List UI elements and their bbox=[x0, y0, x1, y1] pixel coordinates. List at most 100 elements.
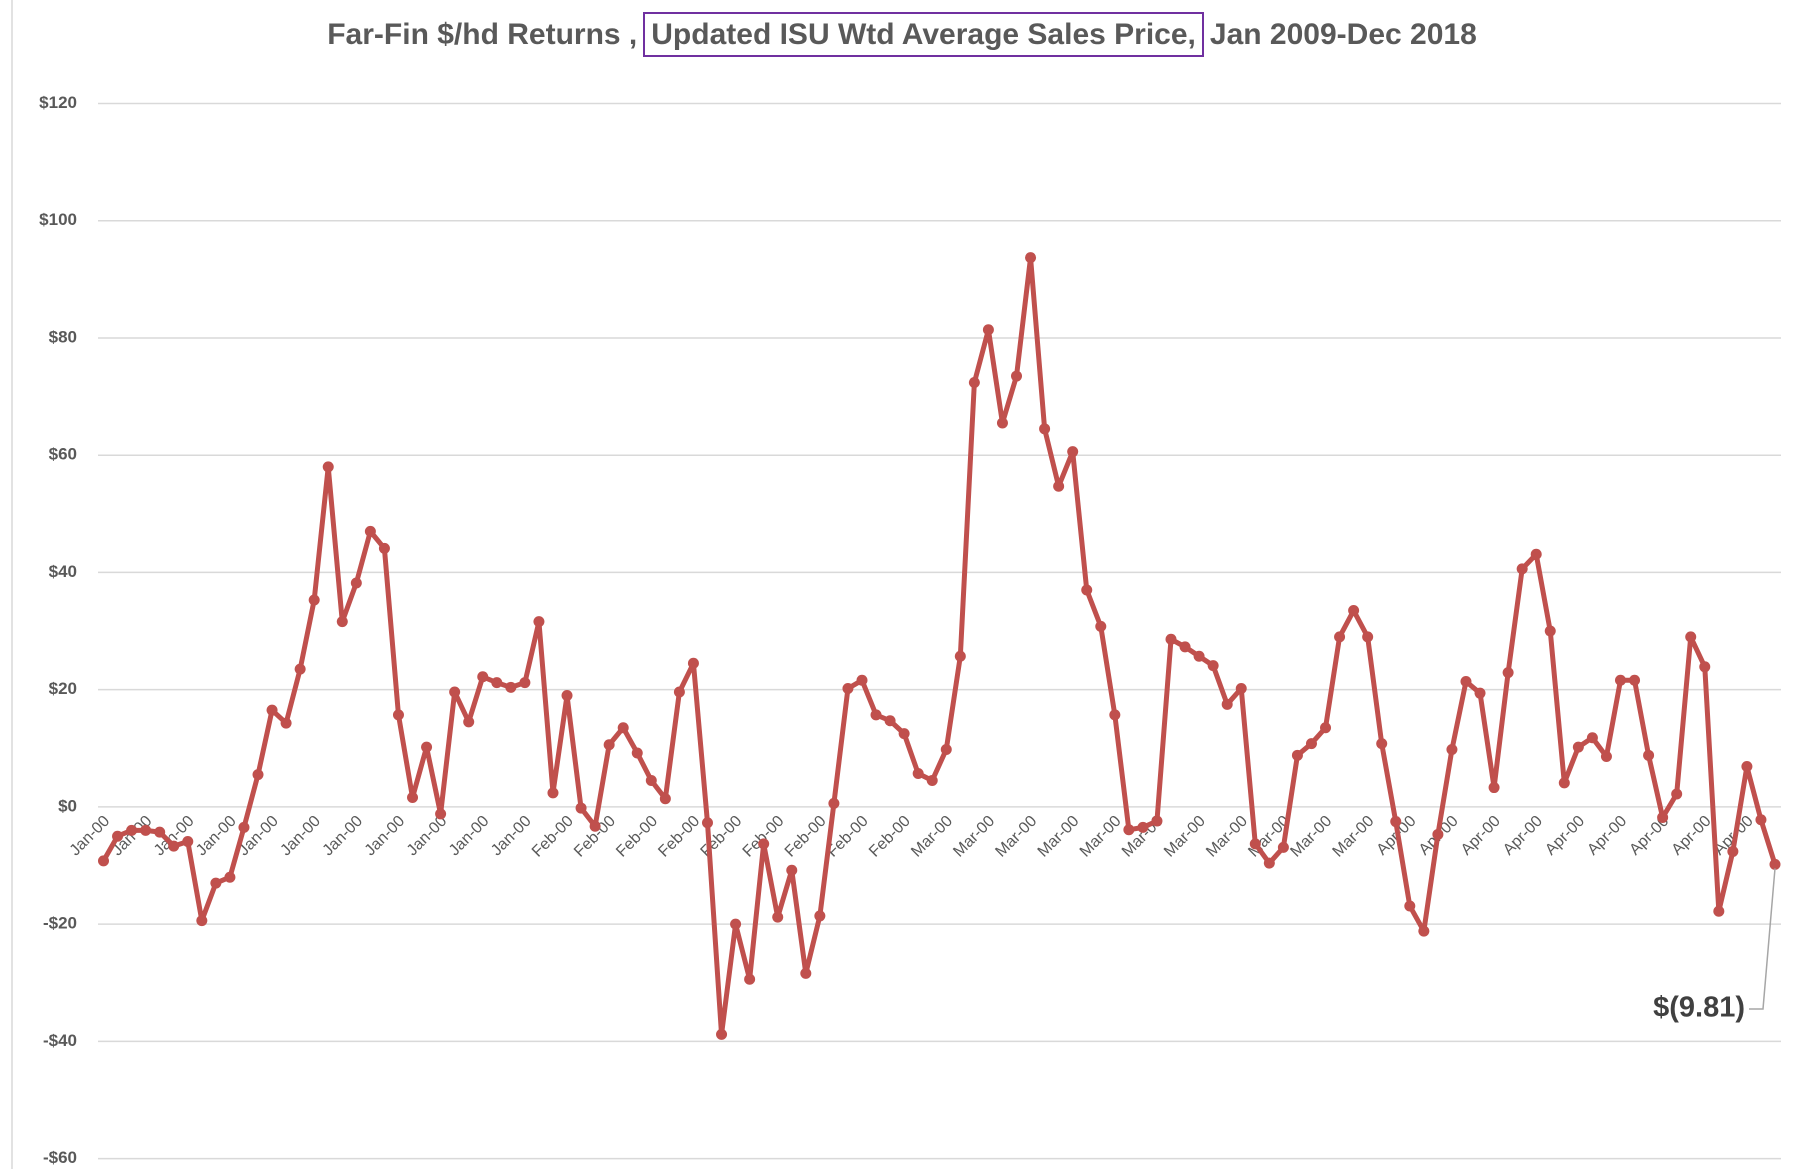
x-tick-label: Mar-00 bbox=[1035, 813, 1083, 861]
point bbox=[758, 838, 770, 850]
x-tick-label: Apr-00 bbox=[1669, 813, 1715, 859]
point bbox=[1629, 674, 1641, 686]
point bbox=[407, 792, 419, 804]
point bbox=[1741, 760, 1753, 772]
point bbox=[280, 717, 292, 729]
point bbox=[659, 793, 671, 805]
x-tick-label: Mar-00 bbox=[992, 813, 1040, 861]
point bbox=[112, 830, 124, 842]
point bbox=[1305, 738, 1317, 750]
point bbox=[1334, 631, 1346, 643]
point bbox=[322, 461, 334, 473]
point bbox=[631, 747, 643, 759]
point bbox=[1053, 480, 1065, 492]
x-tick-label: Jan-00 bbox=[488, 813, 535, 860]
point bbox=[716, 1028, 728, 1040]
x-tick-label: Feb-00 bbox=[655, 813, 703, 861]
point bbox=[856, 674, 868, 686]
y-tick-label: $40 bbox=[49, 562, 77, 581]
point bbox=[126, 824, 138, 836]
point bbox=[982, 324, 994, 336]
point bbox=[1193, 650, 1205, 662]
point bbox=[1614, 674, 1626, 686]
x-tick-label: Feb-00 bbox=[529, 813, 577, 861]
point bbox=[1671, 788, 1683, 800]
point bbox=[589, 820, 601, 832]
x-tick-label: Jan-00 bbox=[362, 813, 409, 860]
point bbox=[1095, 620, 1107, 632]
point bbox=[772, 911, 784, 923]
point bbox=[603, 739, 615, 751]
point bbox=[477, 671, 489, 683]
point bbox=[996, 417, 1008, 429]
point bbox=[1699, 661, 1711, 673]
point bbox=[519, 677, 531, 689]
title-part: Jan 2009-Dec 2018 bbox=[1209, 18, 1477, 51]
title-highlight: Updated ISU Wtd Average Sales Price, bbox=[643, 12, 1204, 57]
point bbox=[1039, 423, 1051, 435]
point bbox=[1460, 675, 1472, 687]
point bbox=[1418, 925, 1430, 937]
point bbox=[898, 728, 910, 740]
point bbox=[1165, 633, 1177, 645]
point bbox=[1025, 252, 1037, 264]
point bbox=[1376, 738, 1388, 750]
point bbox=[463, 716, 475, 728]
y-tick-label: $0 bbox=[58, 796, 77, 815]
x-tick-label: Mar-00 bbox=[1077, 813, 1125, 861]
point bbox=[1277, 841, 1289, 853]
point bbox=[1067, 446, 1079, 458]
point bbox=[1516, 563, 1528, 575]
point bbox=[392, 709, 404, 721]
point bbox=[1446, 743, 1458, 755]
y-tick-label: -$20 bbox=[43, 914, 77, 933]
point bbox=[730, 918, 742, 930]
point bbox=[1348, 605, 1360, 617]
y-tick-label: $100 bbox=[39, 210, 77, 229]
x-tick-label: Mar-00 bbox=[1203, 813, 1251, 861]
point bbox=[1249, 838, 1261, 850]
point bbox=[1081, 584, 1093, 596]
point bbox=[547, 787, 559, 799]
point bbox=[1713, 905, 1725, 917]
point bbox=[1123, 824, 1135, 836]
point bbox=[1362, 631, 1374, 643]
point bbox=[561, 690, 573, 702]
point bbox=[1432, 828, 1444, 840]
line bbox=[101, 255, 1778, 1037]
y-tick-label: -$40 bbox=[43, 1031, 77, 1050]
point bbox=[575, 802, 587, 814]
point bbox=[364, 525, 376, 537]
y-tick-label: $80 bbox=[49, 327, 77, 346]
data-label: $(9.81) bbox=[1653, 992, 1745, 1024]
chart-title: Far-Fin $/hd Returns , Updated ISU Wtd Av… bbox=[0, 12, 1804, 57]
y-tick-label: $120 bbox=[39, 93, 77, 112]
point bbox=[884, 715, 896, 727]
y-tick-label: $20 bbox=[49, 679, 77, 698]
point bbox=[1179, 641, 1191, 653]
point bbox=[1263, 857, 1275, 869]
point bbox=[1151, 815, 1163, 827]
point bbox=[1320, 722, 1332, 734]
x-tick-label: Feb-00 bbox=[613, 813, 661, 861]
x-tick-label: Mar-00 bbox=[1287, 813, 1335, 861]
x-tick-label: Mar-00 bbox=[908, 813, 956, 861]
x-tick-label: Apr-00 bbox=[1458, 813, 1504, 859]
x-tick-label: Jan-00 bbox=[404, 813, 451, 860]
x-tick-label: Feb-00 bbox=[782, 813, 830, 861]
point bbox=[1727, 845, 1739, 857]
y-tick-label: $60 bbox=[49, 445, 77, 464]
point bbox=[336, 616, 348, 628]
point bbox=[1769, 858, 1781, 870]
point bbox=[1109, 709, 1121, 721]
point bbox=[617, 722, 629, 734]
point bbox=[378, 542, 390, 554]
point bbox=[1390, 816, 1402, 828]
point bbox=[800, 967, 812, 979]
point bbox=[744, 973, 756, 985]
point bbox=[687, 657, 699, 669]
point bbox=[168, 840, 180, 852]
x-tick-label: Apr-00 bbox=[1584, 813, 1630, 859]
point bbox=[1755, 814, 1767, 826]
